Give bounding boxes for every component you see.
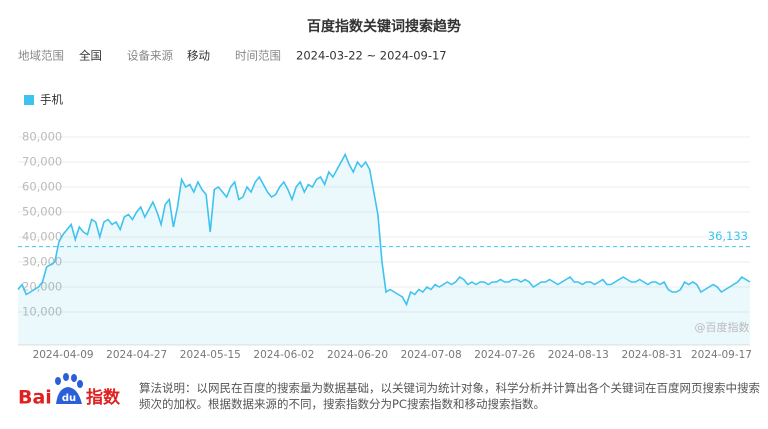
filter-value: 移动 [187, 49, 210, 63]
legend-swatch [24, 95, 34, 105]
x-tick-label: 2024-04-27 [106, 349, 167, 361]
filter-label: 时间范围 [235, 49, 281, 63]
x-tick-label: 2024-08-13 [548, 349, 609, 361]
filter-label: 地域范围 [18, 49, 64, 63]
y-tick-label: 80,000 [22, 130, 62, 144]
y-tick-label: 40,000 [22, 230, 62, 244]
legend-label: 手机 [40, 93, 63, 107]
average-label: 36,133 [708, 229, 748, 243]
y-tick-label: 30,000 [22, 255, 62, 269]
filter-value: 全国 [79, 49, 102, 63]
x-tick-label: 2024-07-26 [474, 349, 535, 361]
x-tick-label: 2024-06-20 [327, 349, 388, 361]
y-tick-label: 60,000 [22, 180, 62, 194]
x-tick-label: 2024-04-09 [33, 349, 94, 361]
filter-label: 设备来源 [127, 49, 173, 63]
x-tick-label: 2024-08-31 [621, 349, 682, 361]
logo-paw [55, 373, 83, 404]
x-tick-label: 2024-05-15 [180, 349, 241, 361]
algorithm-note: 算法说明：以网民在百度的搜索量为数据基础，以关键词为统计对象，科学分析并计算出各… [139, 381, 760, 411]
watermark: @百度指数 [695, 320, 750, 334]
x-tick-label: 2024-06-02 [253, 349, 314, 361]
series-line [17, 152, 751, 307]
area-fill [18, 154, 750, 345]
logo-text: 指数 [86, 387, 121, 408]
y-tick-label: 50,000 [22, 205, 62, 219]
x-tick-label: 2024-09-17 [691, 349, 752, 361]
chart-title: 百度指数关键词搜索趋势 [307, 18, 461, 35]
filter-value: 2024-03-22 ~ 2024-09-17 [296, 49, 447, 63]
logo-text: du [62, 393, 76, 404]
y-tick-label: 10,000 [22, 305, 62, 319]
y-tick-label: 70,000 [22, 155, 62, 169]
logo-text: Bai [18, 387, 52, 409]
x-tick-label: 2024-07-08 [401, 349, 462, 361]
